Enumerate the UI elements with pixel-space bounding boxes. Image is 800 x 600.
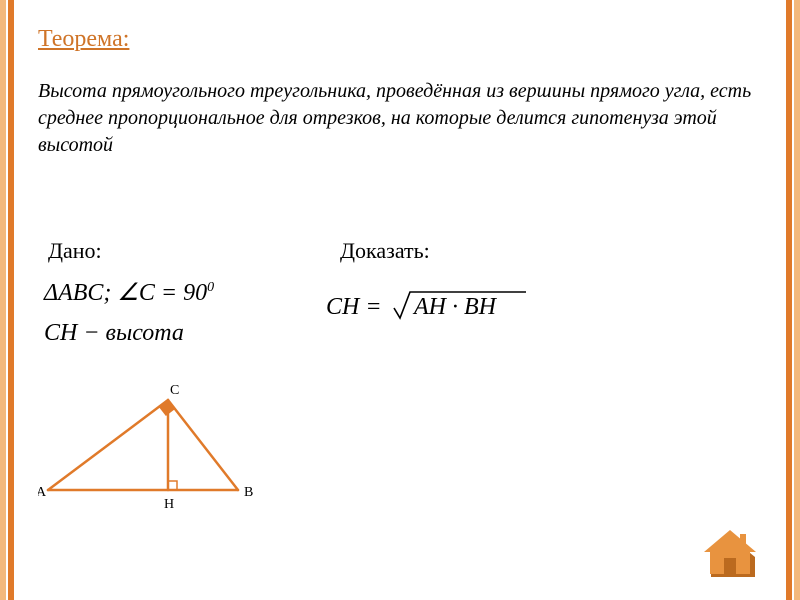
given-label: Дано: bbox=[48, 238, 102, 264]
home-icon[interactable] bbox=[700, 524, 760, 580]
border-stripe bbox=[0, 0, 6, 600]
border-stripe bbox=[794, 0, 800, 600]
theorem-title: Теорема: bbox=[38, 26, 129, 53]
border-stripe bbox=[786, 0, 792, 600]
prove-formula: CH = AH · BH bbox=[326, 284, 586, 324]
svg-text:C: C bbox=[170, 383, 179, 398]
theorem-statement: Высота прямоугольного треугольника, пров… bbox=[38, 78, 758, 159]
svg-text:B: B bbox=[244, 485, 253, 500]
border-stripe bbox=[8, 0, 14, 600]
given-line2: CH − высота bbox=[44, 320, 184, 347]
right-border bbox=[786, 0, 800, 600]
prove-label: Доказать: bbox=[340, 238, 430, 264]
left-border bbox=[0, 0, 14, 600]
triangle-diagram: A B C H bbox=[38, 380, 278, 530]
svg-text:H: H bbox=[164, 497, 174, 512]
given-line1-sup: 0 bbox=[207, 280, 214, 295]
given-line1: ΔABC; ∠C = 900 bbox=[44, 278, 214, 307]
prove-lhs: CH = bbox=[326, 294, 382, 320]
svg-text:A: A bbox=[38, 485, 47, 500]
given-line1-text: ΔABC; ∠C = 90 bbox=[44, 280, 207, 306]
prove-under-sqrt: AH · BH bbox=[412, 294, 498, 320]
